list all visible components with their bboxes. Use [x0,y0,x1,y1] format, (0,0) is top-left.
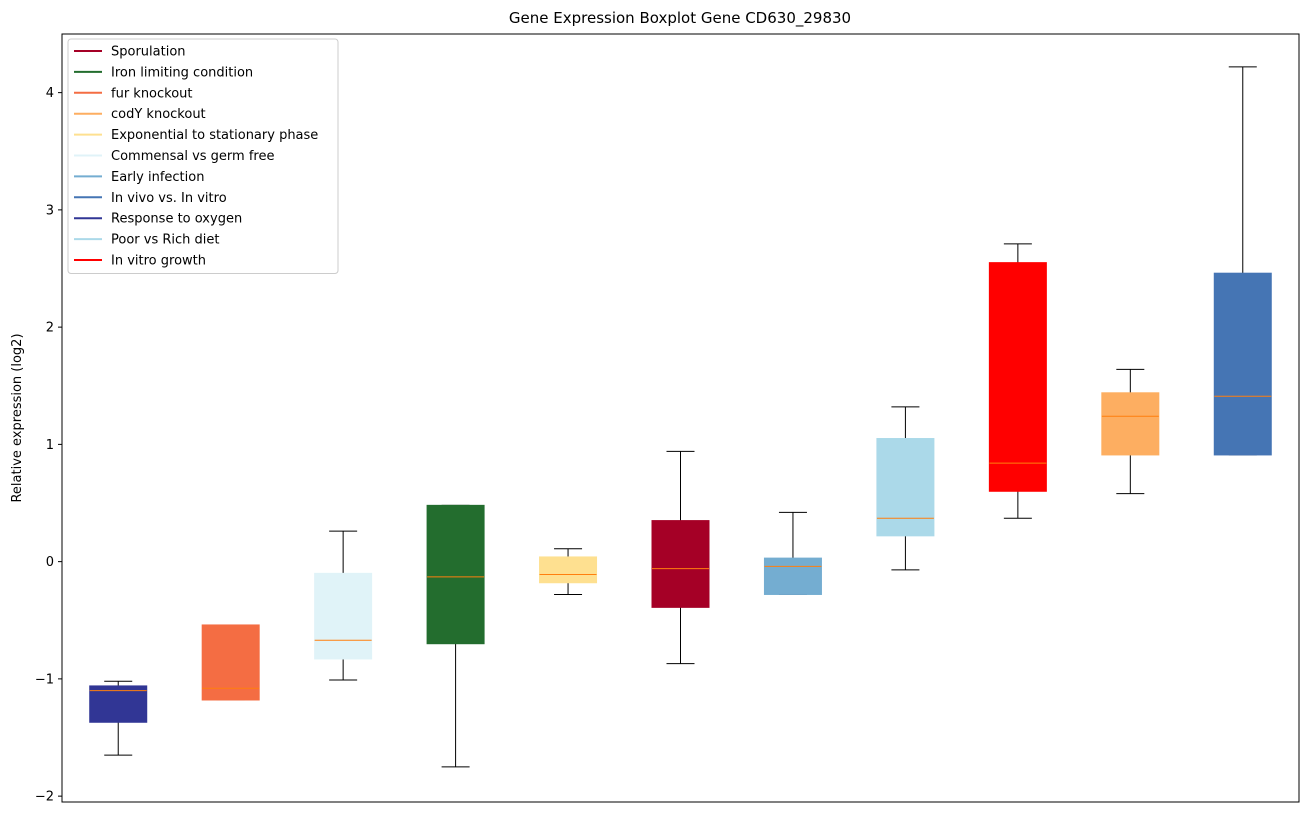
y-axis-label: Relative expression (log2) [10,333,25,502]
box-body [314,572,373,660]
box-iron-limiting-condition [426,504,485,768]
chart-title: Gene Expression Boxplot Gene CD630_29830 [509,9,851,28]
y-tick-label: 3 [46,203,54,218]
legend-label: In vivo vs. In vitro [111,191,227,206]
box-exponential-to-stationary-phase [539,548,598,595]
box-body [89,685,148,723]
box-in-vivo-vs-in-vitro [1213,66,1272,456]
y-axis: −2 −1 0 1 2 3 4 [35,86,62,805]
legend-label: Early infection [111,170,204,185]
legend-label: Commensal vs germ free [111,149,274,164]
legend-label: Sporulation [111,45,186,60]
box-cody-knockout [1101,368,1160,495]
box-fur-knockout [201,624,260,701]
box-body [876,438,935,537]
legend: Sporulation Iron limiting condition fur kn… [67,38,339,274]
box-sporulation [651,450,710,665]
box-in-vitro-growth [988,243,1047,519]
box-body [1213,272,1272,456]
y-tick-label: −1 [35,672,54,687]
plot-frame [61,33,1300,803]
box-body [539,556,598,584]
legend-frame [67,38,339,274]
box-early-infection [763,511,822,595]
y-tick-label: 1 [46,438,54,453]
box-poor-vs-rich-diet [876,406,935,571]
box-body [1101,392,1160,456]
y-tick-label: 0 [46,555,54,570]
legend-label: codY knockout [111,107,206,122]
legend-label: fur knockout [111,86,193,101]
legend-label: Response to oxygen [111,212,242,227]
legend-label: Iron limiting condition [111,65,253,80]
box-body [201,624,260,701]
box-body [426,504,485,645]
box-body [988,262,1047,492]
y-tick-label: 2 [46,321,54,336]
box-body [651,520,710,608]
y-tick-label: 4 [46,86,54,101]
box-response-to-oxygen [89,680,148,756]
y-tick-label: −2 [35,790,54,805]
box-commensal-vs-germ-free [314,530,373,681]
legend-label: Exponential to stationary phase [111,128,318,143]
legend-label: In vitro growth [111,254,206,269]
box-body [763,557,822,595]
legend-label: Poor vs Rich diet [111,233,219,248]
boxes [89,66,1272,768]
